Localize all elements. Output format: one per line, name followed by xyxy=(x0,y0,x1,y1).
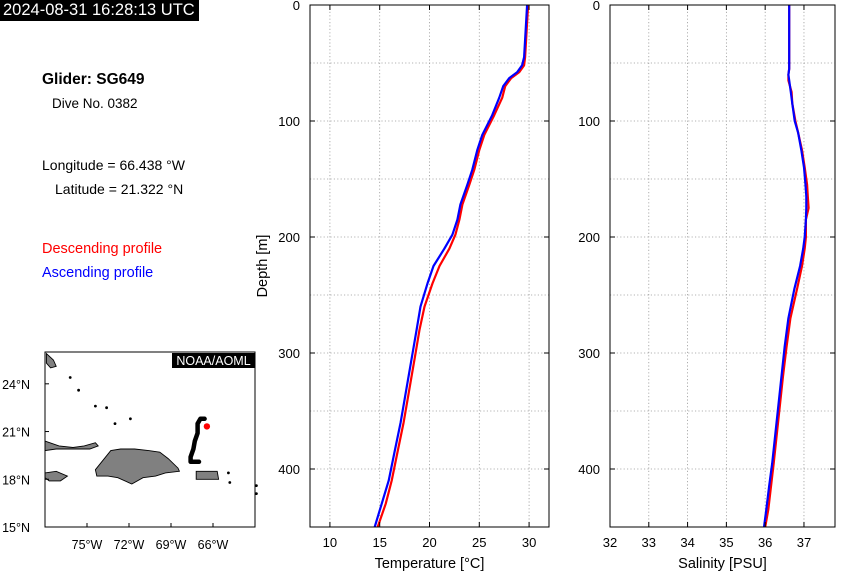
temperature-xtick-label: 15 xyxy=(372,535,386,550)
map-badge-bg xyxy=(172,353,255,368)
latitude-readout: Latitude = 21.322 °N xyxy=(55,181,184,197)
salinity-ytick-label: 400 xyxy=(578,462,600,477)
temperature-ytick-label: 300 xyxy=(278,346,300,361)
glider-position-dot xyxy=(203,423,211,430)
salinity-xtick-label: 34 xyxy=(680,535,694,550)
temperature-ylabel: Depth [m] xyxy=(255,235,271,298)
land-islet xyxy=(227,471,230,475)
temperature-xlabel: Temperature [°C] xyxy=(375,556,485,572)
salinity-ytick-label: 200 xyxy=(578,230,600,245)
land-islet xyxy=(113,422,117,425)
salinity-xtick-label: 35 xyxy=(719,535,733,550)
temperature-ytick-label: 0 xyxy=(293,0,300,13)
salinity-xtick-label: 33 xyxy=(642,535,656,550)
land-bahamas xyxy=(45,352,57,369)
salinity-ascending-line xyxy=(762,5,808,528)
temperature-descending-line xyxy=(376,4,530,528)
land-puerto-rico xyxy=(195,470,220,480)
temperature-xtick-label: 20 xyxy=(422,535,436,550)
map-frame xyxy=(44,351,256,528)
land-hispaniola xyxy=(94,448,181,485)
legend-descending: Descending profile xyxy=(42,241,163,257)
temperature-xtick-label: 25 xyxy=(472,535,486,550)
map-lat-label: 21°N xyxy=(2,426,30,440)
salinity-xtick-label: 32 xyxy=(603,535,617,550)
map-badge: NOAA/AOML xyxy=(176,354,250,368)
salinity-xtick-label: 37 xyxy=(797,535,811,550)
map-lat-label: 24°N xyxy=(2,378,30,392)
temperature-ascending-line xyxy=(373,4,529,528)
glider-track xyxy=(188,416,207,465)
land-cuba xyxy=(44,440,99,452)
legend-ascending: Ascending profile xyxy=(42,265,154,281)
temperature-xtick-label: 30 xyxy=(522,535,536,550)
land-islet xyxy=(105,406,108,410)
land-islet xyxy=(255,492,258,495)
temperature-ytick-label: 400 xyxy=(278,462,300,477)
land-islet xyxy=(255,484,258,487)
salinity-frame xyxy=(609,4,836,528)
map-ocean xyxy=(45,352,255,527)
temperature-ytick-label: 200 xyxy=(278,230,300,245)
salinity-chart: 32 33 34 35 36 37 0 100 200 300 400 Salinity [PSU] xyxy=(578,0,836,572)
map-lon-label: 75°W xyxy=(72,538,103,552)
land-islet xyxy=(129,417,132,421)
salinity-xtick-label: 36 xyxy=(758,535,772,550)
map-lat-label: 18°N xyxy=(2,473,30,487)
land-islet xyxy=(77,388,80,392)
timestamp-label: 2024-08-31 16:28:13 UTC xyxy=(0,0,199,21)
temperature-xtick-label: 10 xyxy=(323,535,337,550)
dive-number: Dive No. 0382 xyxy=(52,96,138,111)
temperature-ytick-label: 100 xyxy=(278,114,300,129)
salinity-descending-line xyxy=(764,5,810,528)
map-lon-label: 69°W xyxy=(156,538,187,552)
salinity-ytick-label: 300 xyxy=(578,346,600,361)
salinity-xlabel: Salinity [PSU] xyxy=(678,556,767,572)
map-lat-label: 15°N xyxy=(2,521,30,535)
longitude-readout: Longitude = 66.438 °W xyxy=(42,157,185,173)
land-islet xyxy=(94,404,97,408)
glider-name: Glider: SG649 xyxy=(42,71,145,88)
map-lon-label: 66°W xyxy=(198,538,229,552)
land-islet xyxy=(228,481,232,484)
inset-map: NOAA/AOML 75°W 72°W 69°W 66°W 24°N 21°N 18°N 15°… xyxy=(2,351,258,552)
map-lon-label: 72°W xyxy=(114,538,145,552)
land-islet xyxy=(68,376,72,379)
salinity-ytick-label: 0 xyxy=(593,0,600,13)
salinity-ytick-label: 100 xyxy=(578,114,600,129)
